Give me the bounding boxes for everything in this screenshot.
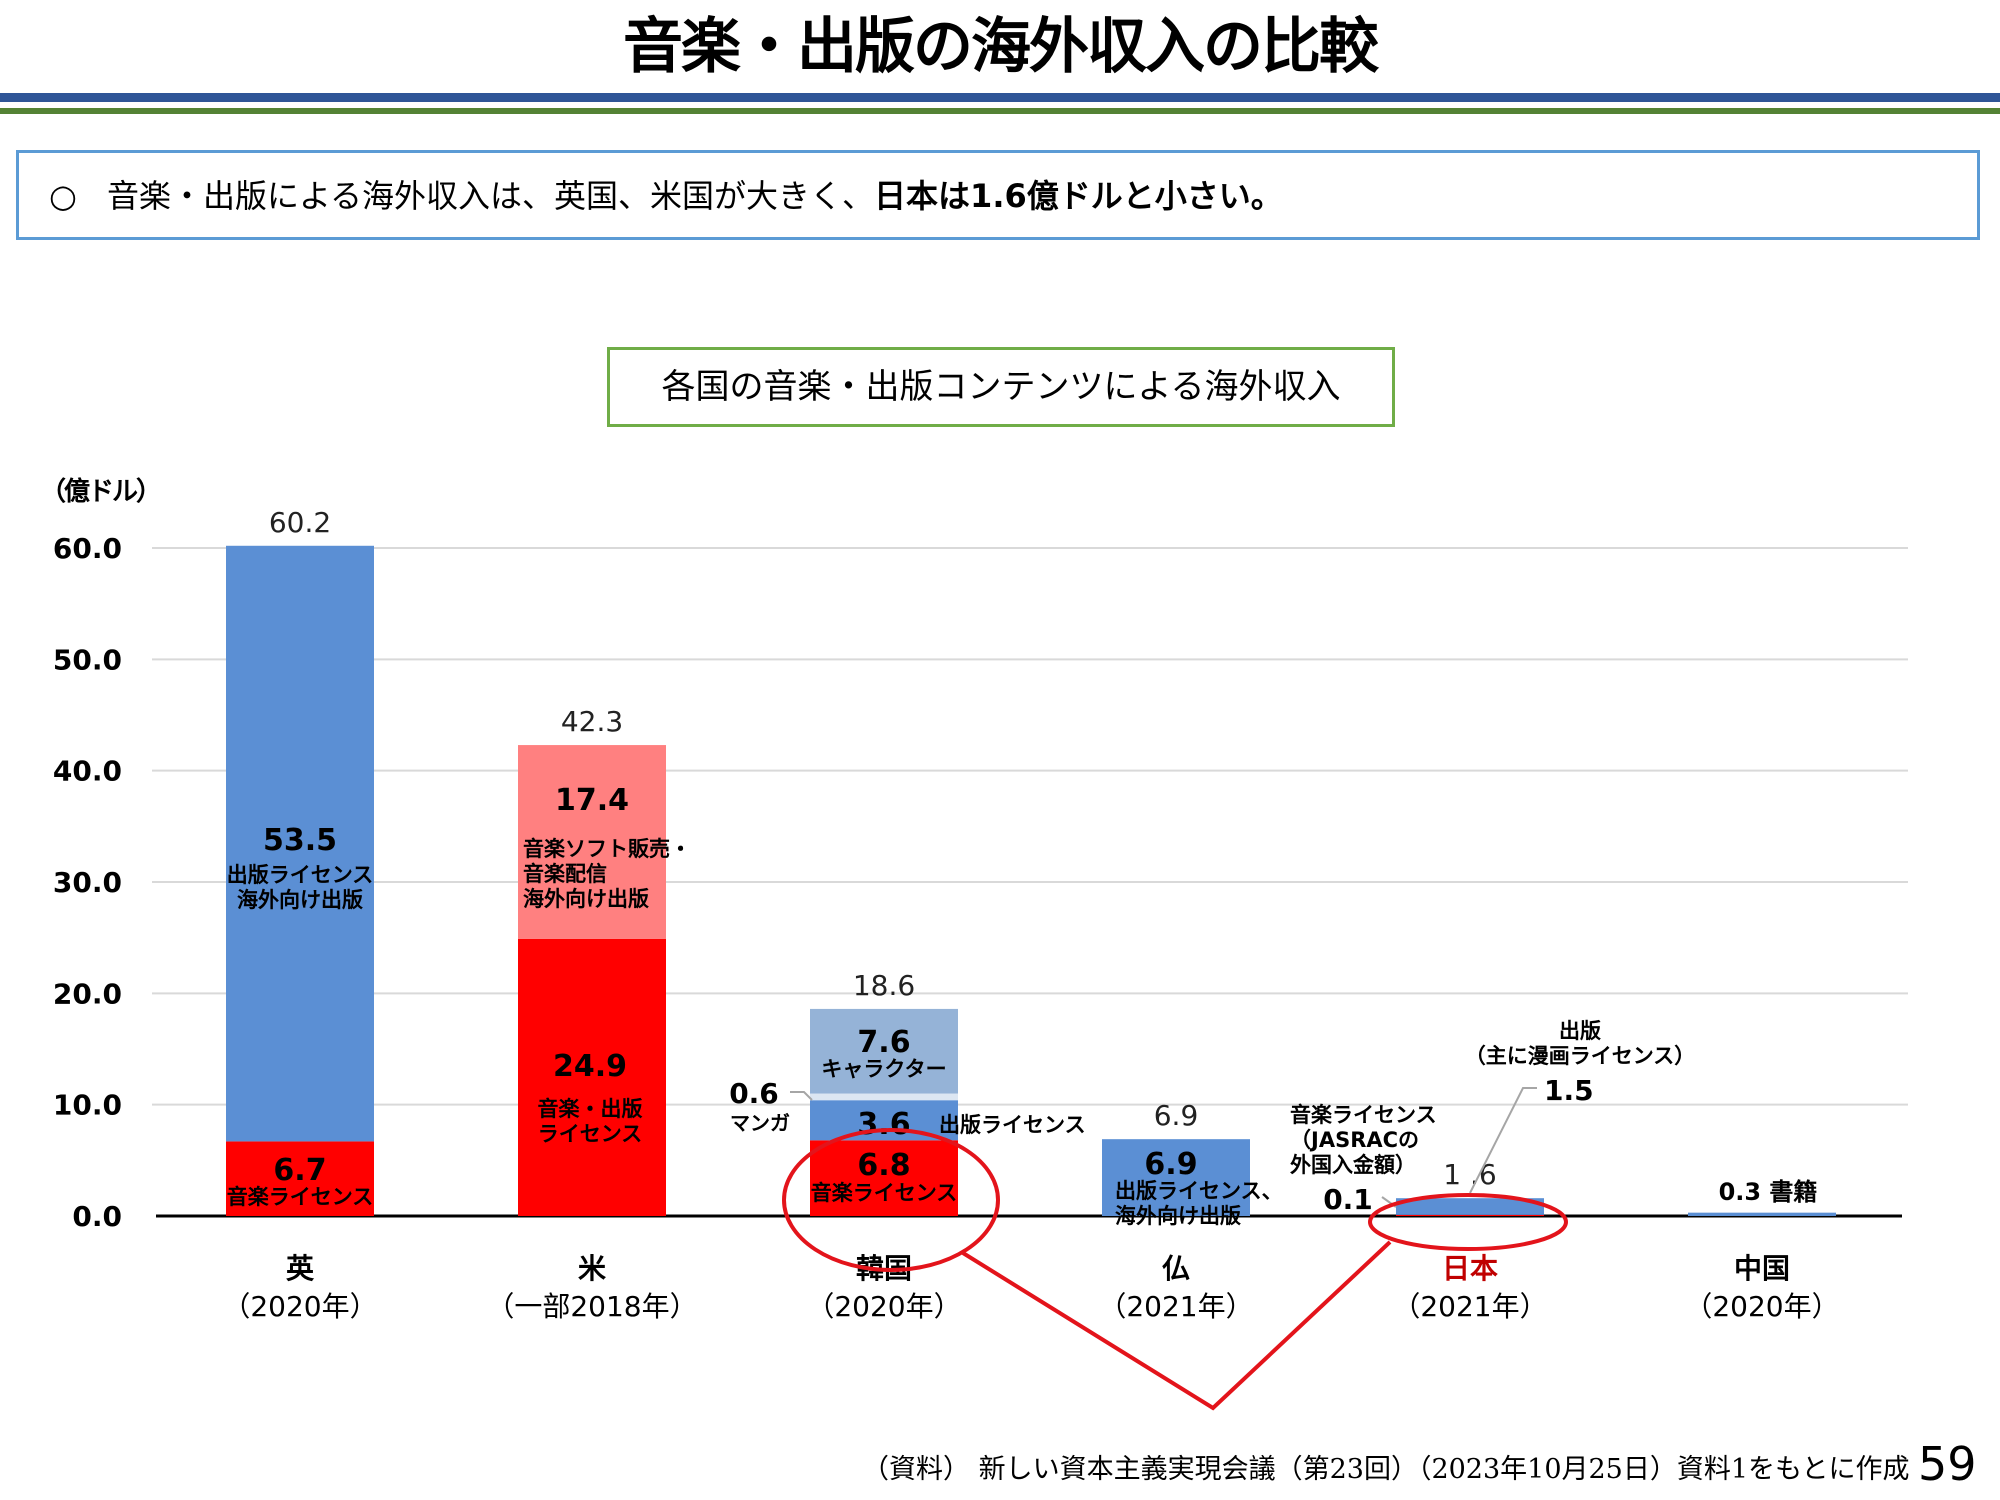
segment-value: 53.5 xyxy=(263,823,337,858)
category-label: 日本 xyxy=(1442,1252,1498,1285)
total-label: 18.6 xyxy=(853,969,915,1002)
y-axis-title: （億ドル） xyxy=(40,477,160,507)
segment-desc: 音楽ライセンス xyxy=(1290,1103,1437,1127)
bar-segment xyxy=(226,1141,374,1216)
leader-line xyxy=(1469,1087,1537,1194)
category-year: （2020年） xyxy=(1684,1290,1839,1323)
segment-desc: マンガ xyxy=(730,1111,790,1135)
segment-value: 24.9 xyxy=(553,1049,627,1084)
category-year: （2020年） xyxy=(806,1290,961,1323)
segment-desc: 外国入金額） xyxy=(1290,1153,1416,1177)
y-tick-label: 10.0 xyxy=(53,1089,122,1122)
bar-segment xyxy=(1396,1198,1544,1215)
segment-desc: キャラクター xyxy=(821,1057,946,1081)
bar-segment xyxy=(1688,1212,1836,1216)
segment-desc: 出版 xyxy=(1559,1019,1601,1043)
bar-segment xyxy=(810,1093,958,1101)
page-title: 音楽・出版の海外収入の比較 xyxy=(623,12,1379,82)
segment-desc: 音楽ライセンス xyxy=(227,1185,374,1209)
comparison-connector-line xyxy=(961,1240,1392,1411)
y-tick-label: 60.0 xyxy=(53,532,122,565)
segment-value: 0.6 xyxy=(729,1077,779,1110)
segment-desc: 音楽・出版 xyxy=(538,1097,643,1121)
chart-title: 各国の音楽・出版コンテンツによる海外収入 xyxy=(607,347,1395,427)
y-tick-label: 0.0 xyxy=(72,1200,122,1233)
category-year: （2020年） xyxy=(222,1290,377,1323)
category-year: （2021年） xyxy=(1392,1290,1547,1323)
summary-box: ○ 音楽・出版による海外収入は、英国、米国が大きく、日本は1.6億ドルと小さい。 xyxy=(16,150,1980,240)
segment-value: 3.6 xyxy=(857,1107,910,1142)
bar-segment xyxy=(226,545,374,1142)
y-tick-label: 30.0 xyxy=(53,866,122,899)
segment-desc: 出版ライセンス xyxy=(939,1113,1086,1137)
segment-desc: 海外向け出版 xyxy=(1115,1204,1241,1228)
total-label: 42.3 xyxy=(561,705,623,738)
segment-value: 6.8 xyxy=(857,1148,910,1183)
bar-segment xyxy=(518,938,666,1216)
segment-value: 1.5 xyxy=(1544,1074,1594,1107)
category-label: 中国 xyxy=(1734,1252,1790,1285)
segment-desc: （JASRACの xyxy=(1290,1128,1419,1152)
y-tick-label: 50.0 xyxy=(53,643,122,676)
category-year: （一部2018年） xyxy=(486,1290,697,1323)
y-tick-label: 40.0 xyxy=(53,755,122,788)
segment-desc: 音楽ライセンス xyxy=(811,1181,958,1205)
summary-body: 音楽・出版による海外収入は、英国、米国が大きく、 xyxy=(107,177,875,215)
y-tick-label: 20.0 xyxy=(53,977,122,1010)
source-footnote: （資料） 新しい資本主義実現会議（第23回）（2023年10月25日）資料1をも… xyxy=(862,1454,1910,1485)
segment-desc: 音楽ソフト販売・ xyxy=(523,837,691,861)
header-divider-blue xyxy=(0,93,2000,102)
bar-segment xyxy=(1396,1214,1544,1216)
category-label: 英 xyxy=(286,1252,315,1285)
segment-value: 0.3 書籍 xyxy=(1719,1178,1818,1206)
category-label: 仏 xyxy=(1162,1252,1190,1285)
category-year: （2021年） xyxy=(1098,1290,1253,1323)
bar-segment xyxy=(518,745,666,939)
highlight-ellipse-japan xyxy=(1368,1193,1568,1251)
total-label: 1 .6 xyxy=(1443,1158,1496,1191)
page-number: 59 xyxy=(1918,1437,1977,1491)
segment-value: 17.4 xyxy=(555,783,629,818)
total-label: 6.9 xyxy=(1154,1099,1199,1132)
segment-value: 6.7 xyxy=(273,1153,326,1188)
bar-segment xyxy=(1102,1139,1250,1216)
segment-desc: 海外向け出版 xyxy=(237,888,363,912)
segment-value: 6.9 xyxy=(1144,1147,1197,1182)
highlight-ellipse-korea xyxy=(782,1128,1000,1272)
segment-value: 7.6 xyxy=(857,1025,910,1060)
segment-desc: ライセンス xyxy=(538,1122,643,1146)
category-label: 米 xyxy=(578,1252,606,1285)
bullet-circle-icon: ○ xyxy=(49,177,77,215)
total-label: 60.2 xyxy=(269,506,331,539)
segment-desc: 音楽配信 xyxy=(523,862,607,886)
segment-desc: 出版ライセンス、 xyxy=(1115,1179,1283,1203)
bar-segment xyxy=(810,1140,958,1216)
summary-text: ○ 音楽・出版による海外収入は、英国、米国が大きく、日本は1.6億ドルと小さい。 xyxy=(49,175,1283,217)
segment-desc: （主に漫画ライセンス） xyxy=(1465,1044,1696,1068)
segment-value: 0.1 xyxy=(1323,1183,1373,1216)
segment-desc: 海外向け出版 xyxy=(523,887,649,911)
header-divider-green xyxy=(0,108,2000,114)
leader-line xyxy=(790,1091,813,1101)
bar-segment xyxy=(810,1008,958,1094)
summary-emphasis: 日本は1.6億ドルと小さい。 xyxy=(874,177,1283,215)
segment-desc: 出版ライセンス xyxy=(227,863,374,887)
